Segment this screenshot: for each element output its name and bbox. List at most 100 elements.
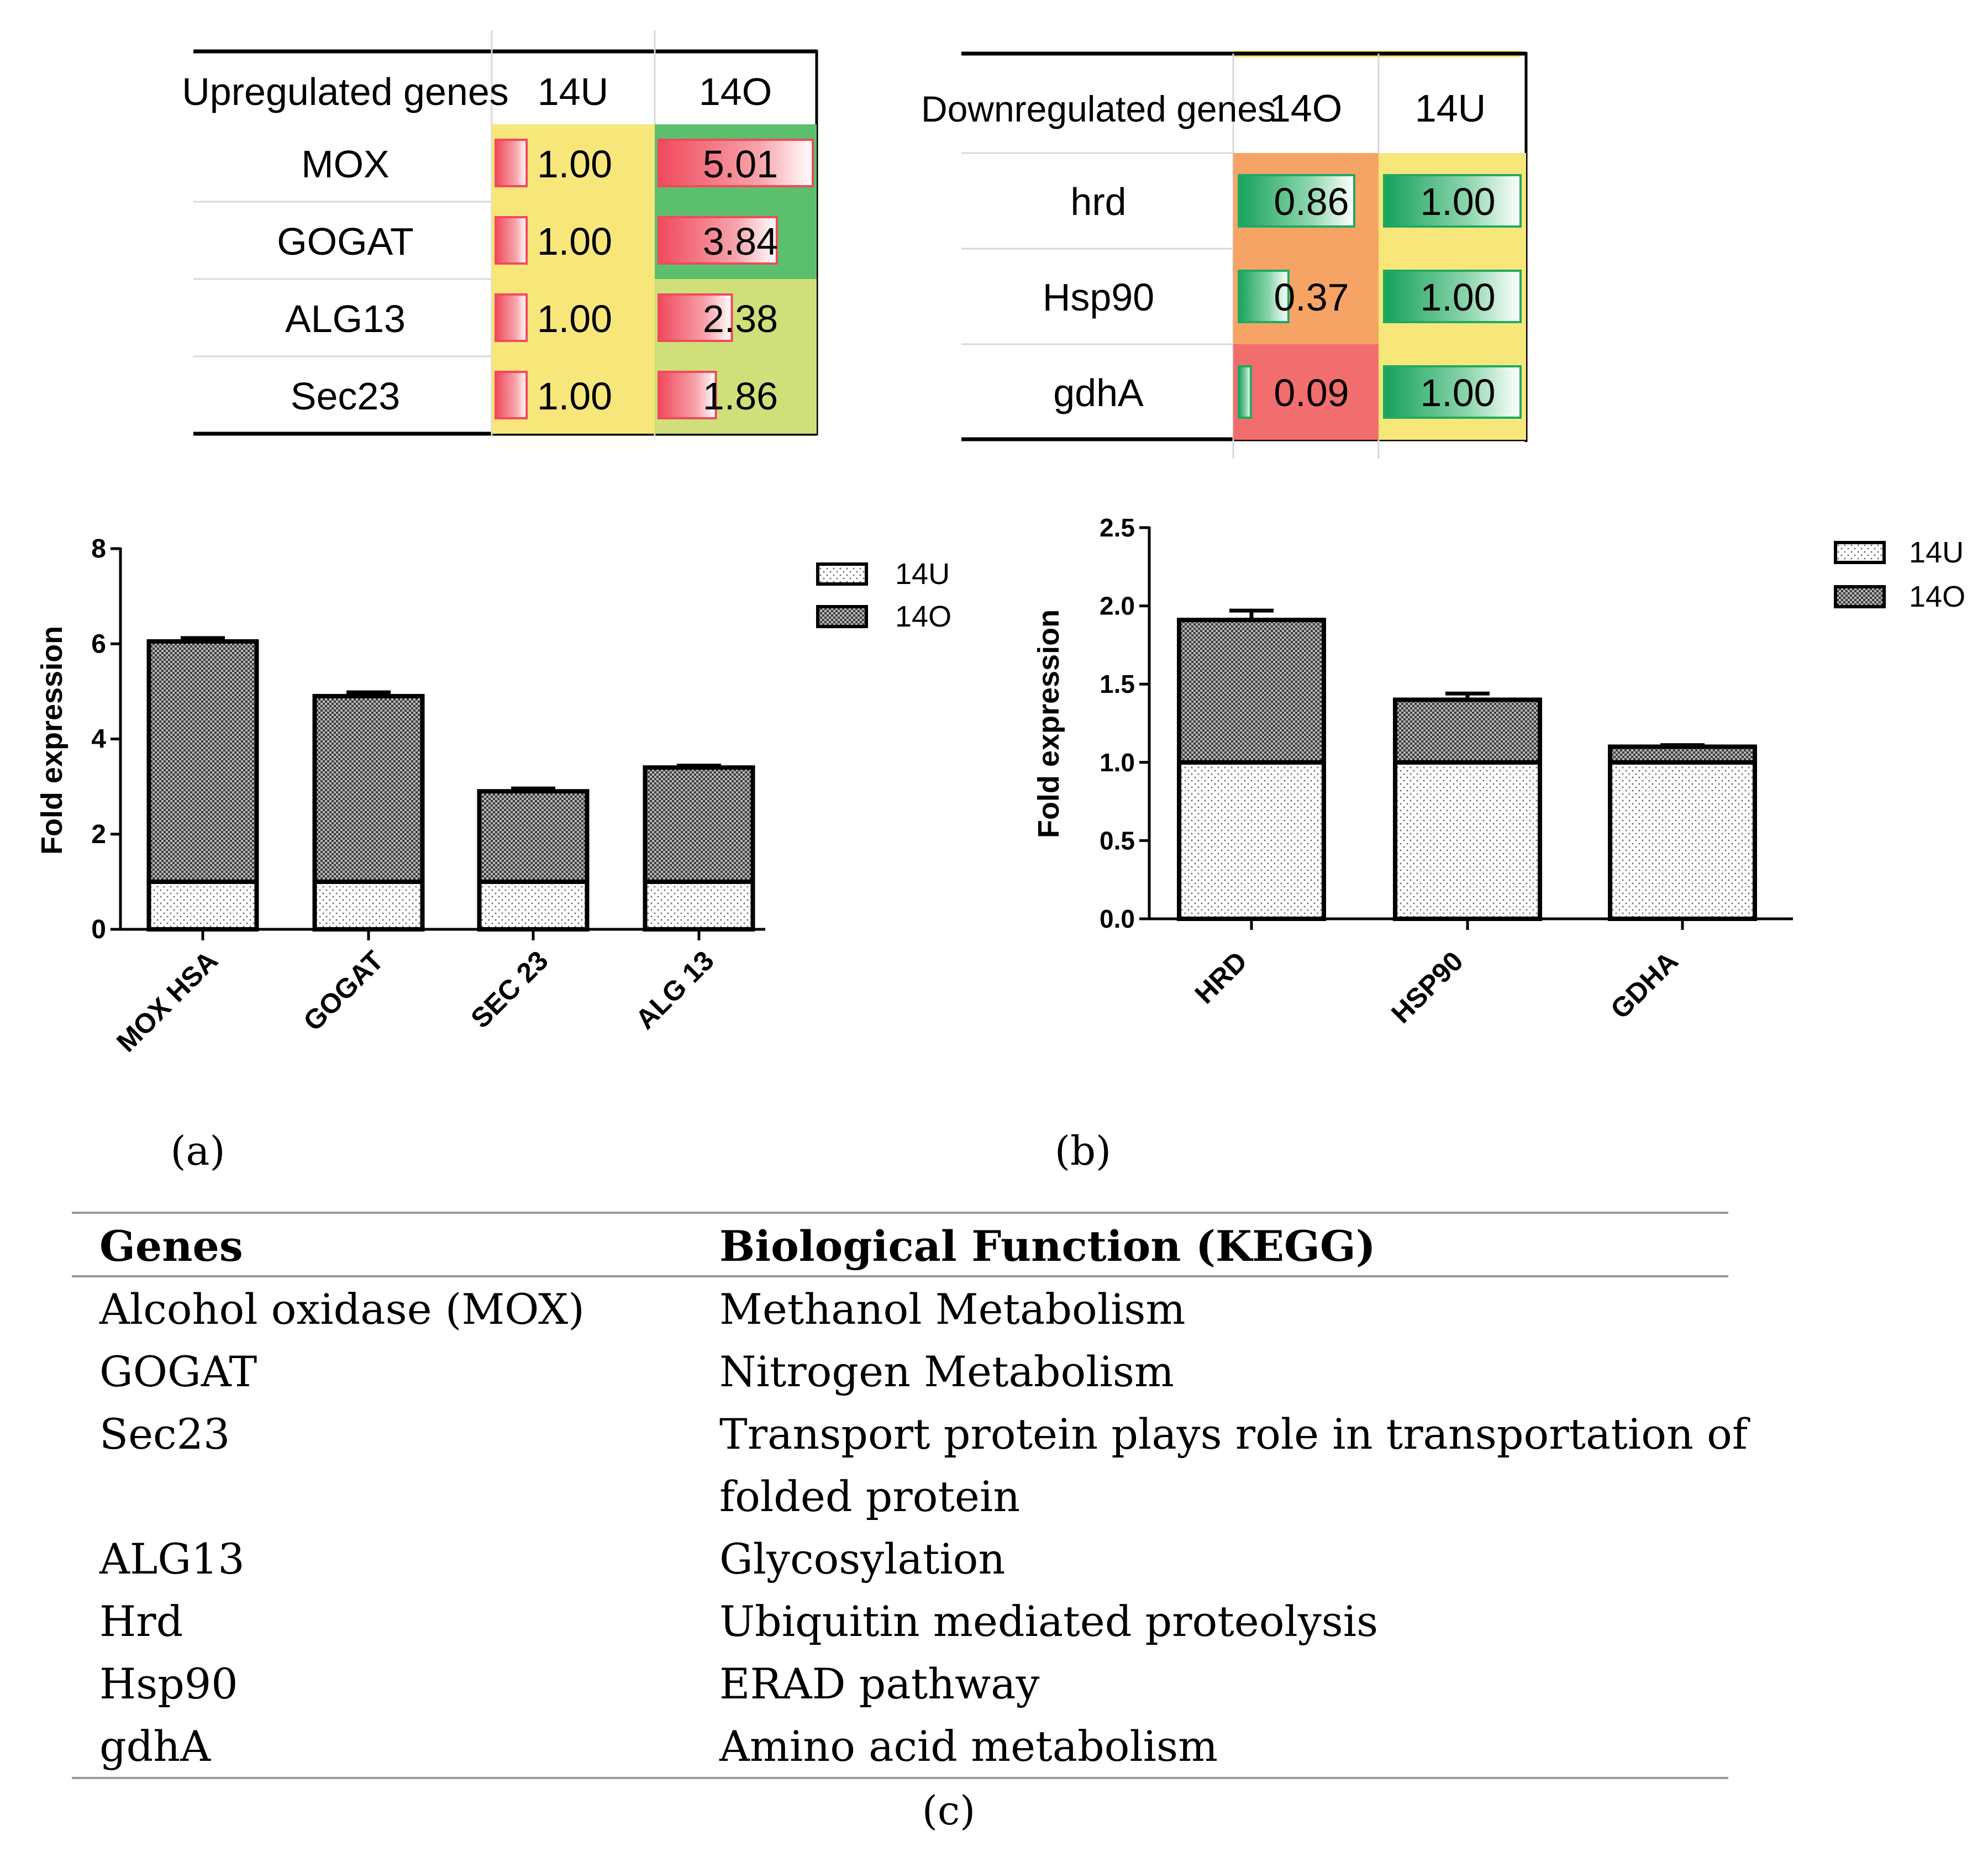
table-cell-function: Methanol Metabolism bbox=[719, 1285, 1186, 1334]
data-bar bbox=[1238, 270, 1290, 323]
data-bar bbox=[1383, 174, 1522, 228]
y-tick-label: 2.5 bbox=[1100, 513, 1135, 542]
heat-value: 1.86 bbox=[703, 375, 778, 418]
heat-value: 0.09 bbox=[1274, 371, 1349, 414]
table-cell-gene: gdhA bbox=[99, 1722, 211, 1771]
heat-cell bbox=[1233, 344, 1379, 440]
chart-a-legend: 14U 14O bbox=[816, 557, 951, 633]
gene-label: Sec23 bbox=[291, 375, 400, 418]
legend-swatch-14O bbox=[1834, 585, 1886, 608]
heat-value: 0.37 bbox=[1274, 276, 1349, 319]
table-cell-function: Ubiquitin mediated proteolysis bbox=[719, 1597, 1378, 1646]
panel-label-c: (c) bbox=[922, 1787, 976, 1834]
y-tick-label: 4 bbox=[91, 725, 106, 754]
data-bar bbox=[495, 293, 528, 342]
bar-14U bbox=[643, 879, 755, 932]
y-tick-label: 6 bbox=[91, 629, 106, 659]
table-header-genes: Genes bbox=[99, 1222, 243, 1271]
legend-label-14O: 14O bbox=[895, 600, 951, 633]
table-cell-function: Nitrogen Metabolism bbox=[719, 1347, 1174, 1396]
bar-14U bbox=[1393, 760, 1542, 922]
data-bar bbox=[658, 293, 733, 342]
y-tick-label: 2.0 bbox=[1100, 592, 1135, 620]
table-cell-gene: Sec23 bbox=[99, 1409, 230, 1459]
legend-swatch-14O bbox=[816, 605, 868, 628]
bar-14O bbox=[643, 765, 755, 884]
bar-14U bbox=[477, 879, 590, 932]
chart-b: Fold expression 0.0 0.5 1.0 1.5 2.0 2.5 HRD HSP… bbox=[1032, 513, 1965, 1029]
heat-value: 1.00 bbox=[1420, 371, 1495, 414]
gene-label: hrd bbox=[1070, 180, 1126, 223]
gene-function-table: Genes Biological Function (KEGG) Alcohol… bbox=[72, 1212, 1750, 1779]
legend-label-14O: 14O bbox=[1909, 580, 1965, 613]
chart-b-legend: 14U 14O bbox=[1834, 536, 1965, 613]
panel-label-b: (b) bbox=[1055, 1128, 1111, 1174]
data-bar bbox=[495, 216, 528, 265]
bar-14O bbox=[477, 789, 590, 884]
heat-value: 1.00 bbox=[537, 297, 612, 340]
x-tick-label: SEC 23 bbox=[465, 945, 554, 1034]
y-tick-label: 1.5 bbox=[1100, 670, 1135, 698]
heatmap-up-title: Upregulated genes bbox=[182, 70, 509, 113]
data-bar bbox=[1383, 270, 1522, 323]
heat-value: 1.00 bbox=[1420, 276, 1495, 319]
table-cell-function: Glycosylation bbox=[719, 1534, 1005, 1583]
bar-14O bbox=[312, 693, 425, 884]
y-tick-label: 8 bbox=[91, 534, 106, 564]
x-tick-label: HRD bbox=[1189, 945, 1253, 1009]
chart-b-ylabel: Fold expression bbox=[1032, 609, 1065, 838]
heatmap-down-col-14U: 14U bbox=[1415, 87, 1486, 130]
chart-a-ylabel: Fold expression bbox=[35, 626, 69, 855]
bar-14O bbox=[1393, 697, 1542, 765]
table-cell-function: Amino acid metabolism bbox=[719, 1722, 1218, 1771]
table-cell-gene: Hsp90 bbox=[99, 1659, 238, 1708]
panel-label-a: (a) bbox=[170, 1128, 225, 1174]
y-tick-label: 1.0 bbox=[1100, 748, 1135, 777]
gene-label: GOGAT bbox=[277, 220, 414, 263]
chart-a: Fold expression 0 2 4 6 8 MOX HSA GOGAT SEC 23 A… bbox=[35, 534, 951, 1058]
x-tick-label: MOX HSA bbox=[111, 945, 224, 1058]
table-cell-gene: Hrd bbox=[99, 1597, 183, 1646]
data-bar bbox=[1383, 365, 1522, 419]
heat-value: 1.00 bbox=[1420, 180, 1495, 223]
x-tick-label: HSP90 bbox=[1385, 945, 1469, 1029]
heatmap-up-col-14U: 14U bbox=[538, 70, 608, 113]
legend-swatch-14U bbox=[816, 562, 868, 586]
heatmap-upregulated: Upregulated genes 14U 14O MOX 1.00 5.01 GOG… bbox=[182, 30, 818, 436]
table-cell-gene: Alcohol oxidase (MOX) bbox=[99, 1285, 585, 1334]
gene-label: Hsp90 bbox=[1043, 276, 1154, 319]
bar-14O bbox=[146, 639, 259, 884]
heat-value: 2.38 bbox=[703, 297, 778, 340]
x-tick-label: ALG 13 bbox=[629, 945, 719, 1035]
table-header-function: Biological Function (KEGG) bbox=[719, 1222, 1376, 1271]
y-tick-label: 0.5 bbox=[1100, 826, 1135, 855]
heat-value: 3.84 bbox=[703, 220, 778, 263]
x-tick-label: GDHA bbox=[1605, 945, 1684, 1025]
table-cell-gene: GOGAT bbox=[99, 1347, 257, 1396]
heatmap-up-col-14O: 14O bbox=[699, 70, 772, 113]
heatmap-downregulated: Downregulated genes 14O 14U hrd 0.86 1.00 H… bbox=[921, 51, 1528, 459]
data-bar bbox=[658, 216, 778, 265]
x-tick-label: GOGAT bbox=[297, 945, 390, 1037]
table-cell-function-cont: folded protein bbox=[719, 1472, 1020, 1521]
data-bar bbox=[1238, 174, 1355, 228]
heatmap-down-title: Downregulated genes bbox=[921, 88, 1276, 129]
bar-14U bbox=[312, 879, 425, 932]
heat-value: 0.86 bbox=[1274, 180, 1349, 223]
bar-14O bbox=[1608, 744, 1757, 765]
heat-value: 5.01 bbox=[703, 143, 778, 186]
bar-14U bbox=[146, 879, 259, 932]
legend-label-14U: 14U bbox=[1909, 536, 1964, 569]
table-cell-function: Transport protein plays role in transpor… bbox=[719, 1409, 1750, 1459]
gene-label: ALG13 bbox=[285, 297, 406, 340]
bar-14O bbox=[1177, 618, 1326, 765]
heat-value: 1.00 bbox=[537, 143, 612, 186]
data-bar bbox=[658, 371, 717, 419]
legend-swatch-14U bbox=[1834, 541, 1886, 564]
y-tick-label: 2 bbox=[91, 820, 106, 849]
table-cell-function: ERAD pathway bbox=[719, 1659, 1039, 1708]
bar-14U bbox=[1177, 760, 1326, 922]
legend-label-14U: 14U bbox=[895, 557, 950, 591]
